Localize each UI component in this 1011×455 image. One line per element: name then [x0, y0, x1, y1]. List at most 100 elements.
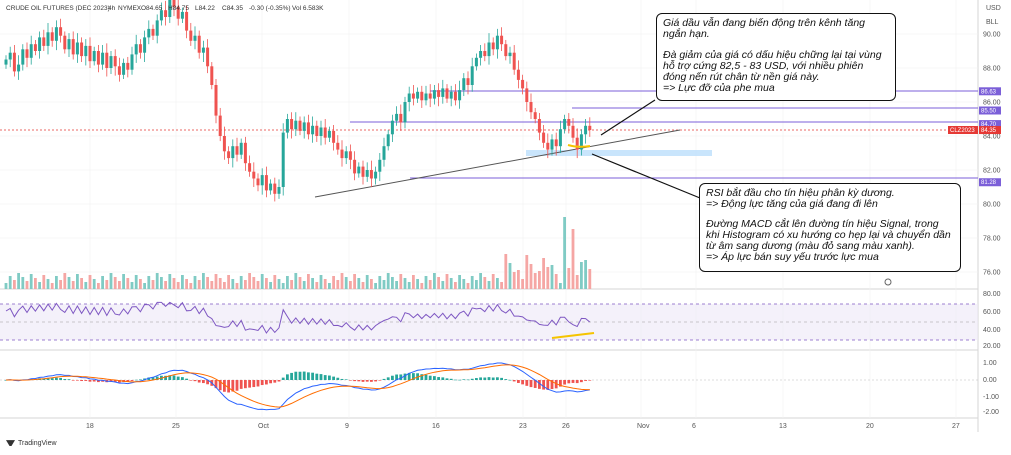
candle-body — [424, 93, 428, 101]
bottom-note-line2: => Động lực tăng của giá đang đi lên — [706, 198, 878, 210]
candle-body — [193, 35, 197, 41]
volume-bar — [554, 274, 558, 289]
candle-body — [323, 127, 327, 138]
volume-bar — [483, 277, 487, 289]
macd-histogram-bar — [164, 375, 167, 380]
candle-body — [164, 10, 168, 17]
volume-bar — [265, 278, 268, 289]
volume-bar — [71, 281, 75, 289]
macd-histogram-bar — [403, 373, 407, 380]
symbol-tag-label: CLZ2023 — [950, 128, 975, 134]
macd-histogram-bar — [59, 377, 62, 380]
tradingview-icon — [6, 440, 15, 447]
macd-histogram-bar — [399, 374, 403, 380]
volume-bar — [181, 275, 184, 289]
macd-histogram-bar — [525, 380, 529, 386]
candle-body — [159, 10, 163, 21]
price-tick-label-2: 86.00 — [983, 100, 1001, 107]
volume-bar — [370, 279, 373, 289]
macd-histogram-bar — [508, 379, 512, 381]
candle-body — [508, 52, 512, 57]
candle-body — [340, 149, 344, 159]
rsi-tick-label-3: 20.00 — [983, 343, 1001, 350]
volume-bar — [378, 276, 382, 289]
macd-histogram-bar — [126, 380, 130, 382]
candle-body — [113, 56, 117, 67]
candle-body — [214, 85, 218, 116]
macd-histogram-bar — [441, 377, 445, 380]
volume-bar — [533, 273, 537, 289]
candle-body — [222, 136, 226, 152]
macd-histogram-bar — [147, 377, 151, 380]
volume-bar — [323, 279, 327, 289]
volume-bar — [517, 270, 520, 289]
candle-body — [579, 134, 583, 150]
candle-body — [390, 120, 394, 135]
candle-body — [474, 57, 478, 67]
macd-histogram-bar — [214, 380, 218, 389]
volume-bar — [315, 282, 319, 289]
price-tick-label-3: 84.00 — [983, 134, 1001, 141]
settings-icon[interactable] — [884, 278, 892, 286]
candle-body — [466, 78, 470, 85]
trend-line — [314, 129, 681, 198]
volume-bar — [424, 276, 428, 289]
candle-body — [399, 113, 403, 123]
header-legend: CRUDE OIL FUTURES (DEC 2023) 4h NYMEX O8… — [6, 5, 324, 12]
macd-histogram-bar — [420, 374, 424, 380]
candle-body — [411, 93, 415, 99]
candle-body — [46, 32, 50, 46]
candle-body — [290, 119, 294, 130]
tradingview-logo[interactable]: TradingView — [6, 440, 57, 447]
volume-bar — [382, 280, 386, 289]
rsi-divergence-highlight — [567, 144, 591, 148]
macd-histogram-bar — [340, 378, 344, 380]
volume-bar — [479, 273, 482, 289]
macd-histogram-bar — [113, 380, 117, 382]
volume-bar — [168, 274, 172, 289]
candle-body — [483, 51, 487, 57]
volume-bar — [420, 283, 424, 289]
volume-bar — [29, 274, 33, 289]
symbol-name: CRUDE OIL FUTURES (DEC 2023) — [6, 5, 110, 12]
volume-bar — [260, 274, 264, 289]
candle-body — [4, 59, 8, 65]
candle-body — [386, 134, 390, 147]
rsi-divergence-line — [551, 332, 595, 339]
volume-bar — [298, 277, 302, 289]
candle-body — [344, 151, 348, 159]
volume-bar — [403, 278, 407, 289]
volume-bar — [336, 280, 340, 289]
volume-bar — [521, 279, 524, 289]
macd-histogram-bar — [311, 372, 314, 380]
macd-histogram-bar — [155, 376, 159, 380]
time-tick-label-9: 13 — [779, 423, 787, 430]
candle-body — [42, 37, 46, 46]
candle-body — [67, 39, 71, 50]
macd-tick-label-1: 0.00 — [983, 377, 997, 384]
candle-body — [54, 27, 58, 41]
macd-histogram-bar — [231, 380, 235, 392]
volume-bar — [512, 272, 516, 289]
macd-histogram — [4, 371, 592, 393]
candle-body — [558, 129, 562, 147]
macd-histogram-bar — [382, 378, 386, 380]
volume-bar — [311, 278, 314, 289]
macd-histogram-bar — [588, 380, 592, 381]
macd-histogram-bar — [55, 377, 58, 380]
volume-bar — [143, 283, 146, 289]
time-axis: 18 25 Oct 9 16 23 26 Nov 6 13 20 27 — [86, 423, 960, 430]
macd-histogram-bar — [512, 380, 516, 382]
macd-axis: 1.00 0.00 -1.00 -2.00 — [983, 360, 999, 416]
candle-body — [256, 178, 260, 186]
macd-histogram-bar — [374, 380, 377, 382]
candle-body — [33, 44, 37, 51]
price-change: -0.30 (-0.35%) — [249, 5, 291, 12]
volume-bar — [458, 275, 461, 289]
macd-histogram-bar — [575, 380, 579, 384]
candle-body — [529, 102, 533, 113]
candle-body — [201, 47, 205, 53]
macd-histogram-bar — [407, 372, 411, 380]
candle-body — [185, 11, 189, 31]
ohlc-close: C84.35 — [222, 5, 243, 12]
